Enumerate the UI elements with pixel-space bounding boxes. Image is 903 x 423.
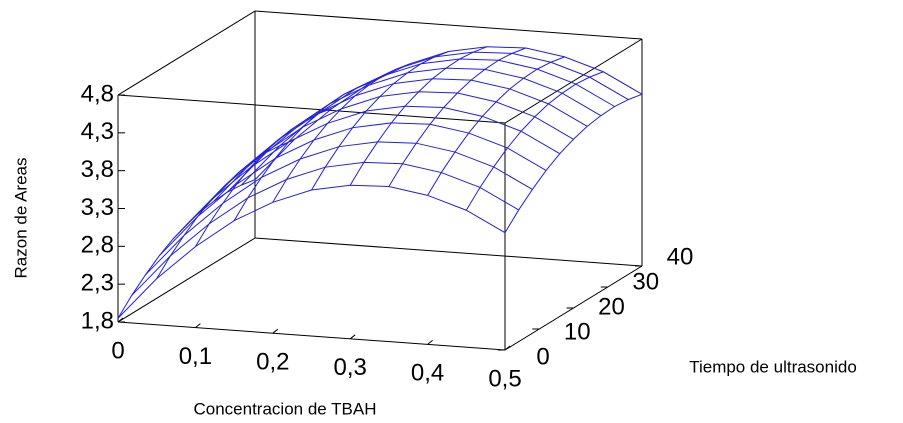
surface-line (186, 91, 574, 226)
x-tick (349, 334, 356, 340)
x-tick (117, 317, 124, 323)
z-axis-label: Razon de Areas (11, 158, 30, 279)
surface-line (240, 51, 629, 186)
x-tick-label: 0 (111, 337, 124, 364)
z-tick-label: 2,3 (81, 270, 114, 297)
box-edge (117, 10, 256, 96)
surface-line (254, 46, 643, 181)
x-tick-label: 0,5 (488, 365, 521, 392)
x-tick (504, 345, 511, 351)
y-tick-label: 10 (564, 318, 591, 345)
z-tick-label: 3,8 (81, 156, 114, 183)
box-edge (117, 237, 256, 323)
box-edge (254, 237, 643, 267)
z-tick-label: 4,8 (81, 80, 114, 107)
x-tick-label: 0,2 (256, 349, 289, 376)
box-edge (254, 10, 643, 40)
x-tick-label: 0,1 (179, 343, 212, 370)
box-edge (504, 38, 643, 124)
y-tick-label: 20 (598, 293, 625, 320)
surface-line (194, 107, 333, 247)
surface-line (145, 141, 533, 276)
y-tick-label: 40 (667, 243, 694, 270)
z-tick-label: 2,8 (81, 232, 114, 259)
x-tick (427, 340, 433, 345)
surface-line (227, 58, 615, 193)
surface-line (427, 56, 565, 196)
surface-line (213, 67, 602, 202)
y-tick-label: 30 (632, 268, 659, 295)
surface-line (172, 105, 561, 240)
surface-line (349, 46, 488, 186)
box-edge (117, 94, 506, 124)
surface-line (117, 184, 506, 319)
surface-line (158, 122, 547, 257)
z-tick-label: 4,3 (81, 118, 114, 145)
surface-line (465, 71, 604, 211)
surface-line (131, 161, 519, 296)
z-tick-label: 1,8 (81, 307, 114, 334)
x-tick (195, 323, 201, 328)
surface-line (199, 78, 588, 213)
surface-line (504, 93, 643, 233)
x-tick-label: 0,4 (411, 360, 444, 387)
y-tick-label: 0 (536, 343, 549, 370)
x-axis-label: Concentracion de TBAH (193, 399, 376, 418)
box-edge (117, 321, 506, 351)
z-tick-label: 3,3 (81, 194, 114, 221)
x-tick (272, 328, 279, 334)
x-tick-label: 0,3 (334, 354, 367, 381)
y-axis-label: Tiempo de ultrasonido (689, 357, 857, 376)
